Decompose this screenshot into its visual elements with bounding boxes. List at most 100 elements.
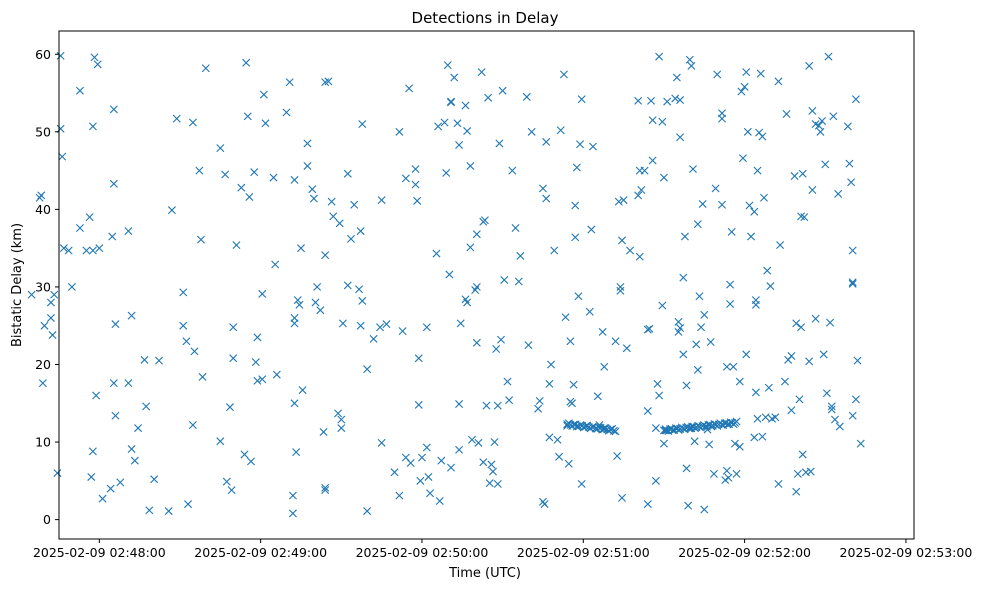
- data-point: [792, 319, 801, 328]
- data-point: [188, 421, 197, 429]
- data-point: [808, 186, 817, 194]
- data-point: [758, 132, 767, 141]
- data-point: [56, 51, 65, 60]
- y-tick-label: 10: [35, 435, 51, 450]
- data-point: [493, 401, 502, 410]
- data-point: [616, 282, 625, 291]
- data-point: [422, 323, 431, 332]
- data-point: [358, 296, 367, 305]
- data-point: [40, 321, 49, 330]
- data-point: [750, 433, 759, 442]
- data-point: [75, 86, 84, 95]
- data-point: [634, 191, 643, 200]
- data-point: [179, 321, 188, 330]
- data-point: [735, 442, 744, 451]
- data-point: [474, 438, 483, 447]
- data-point: [674, 317, 683, 326]
- data-point: [442, 168, 451, 177]
- x-tick-label: 2025-02-09 02:53:00: [840, 545, 973, 560]
- data-point: [416, 476, 425, 485]
- data-point: [417, 453, 426, 462]
- data-point: [298, 386, 307, 395]
- data-point: [574, 292, 583, 301]
- data-point: [740, 82, 749, 91]
- data-point: [358, 120, 367, 129]
- y-tick-label: 60: [35, 47, 51, 62]
- data-point: [790, 172, 799, 181]
- data-point: [616, 286, 625, 295]
- data-point: [182, 337, 191, 346]
- data-point: [422, 443, 431, 452]
- data-point: [222, 477, 231, 486]
- data-point: [382, 320, 391, 329]
- data-point: [288, 491, 297, 500]
- data-point: [751, 388, 760, 397]
- data-point: [405, 84, 414, 93]
- data-point: [466, 161, 475, 170]
- data-point: [555, 452, 564, 461]
- data-point: [435, 497, 444, 505]
- data-point: [566, 337, 575, 346]
- data-point: [808, 106, 817, 115]
- data-point: [437, 456, 446, 465]
- data-point: [761, 413, 770, 422]
- data-point: [453, 119, 462, 128]
- data-point: [805, 357, 814, 366]
- data-point: [75, 224, 84, 232]
- data-point: [472, 282, 481, 291]
- data-point: [229, 323, 238, 332]
- data-point: [718, 109, 727, 118]
- data-point: [480, 216, 489, 225]
- data-point: [787, 406, 796, 415]
- data-point: [450, 73, 459, 82]
- data-point: [343, 281, 352, 290]
- data-point: [493, 479, 502, 488]
- data-point: [329, 212, 338, 221]
- data-point: [109, 105, 118, 114]
- data-point: [726, 300, 735, 308]
- data-point: [568, 399, 576, 408]
- data-point: [485, 479, 494, 488]
- data-point: [598, 327, 607, 336]
- data-point: [142, 402, 151, 411]
- data-point: [516, 251, 525, 260]
- data-point: [290, 175, 299, 184]
- data-point: [106, 484, 115, 493]
- data-point: [440, 118, 449, 127]
- data-point: [782, 109, 791, 118]
- data-point: [269, 173, 278, 182]
- data-point: [377, 196, 386, 205]
- data-point: [195, 166, 204, 175]
- data-point: [722, 466, 731, 475]
- data-point: [272, 370, 281, 379]
- data-point: [472, 230, 481, 239]
- data-point: [196, 235, 205, 244]
- data-point: [645, 324, 654, 333]
- data-point: [108, 232, 117, 241]
- data-point: [124, 227, 133, 236]
- data-point: [747, 232, 756, 241]
- data-point: [216, 144, 225, 153]
- data-point: [271, 260, 280, 269]
- data-point: [713, 70, 722, 79]
- data-point: [338, 319, 347, 328]
- data-point: [216, 437, 225, 446]
- data-point: [443, 61, 452, 70]
- data-point: [593, 392, 602, 401]
- data-point: [797, 323, 806, 332]
- data-point: [37, 191, 46, 200]
- data-point: [827, 405, 836, 414]
- data-point: [316, 306, 325, 315]
- data-point: [258, 289, 267, 298]
- data-point: [561, 313, 570, 322]
- data-point: [251, 358, 260, 367]
- data-point: [550, 246, 559, 255]
- data-point: [690, 437, 699, 446]
- x-tick-label: 2025-02-09 02:52:00: [678, 545, 811, 560]
- data-point: [687, 61, 696, 70]
- data-point: [46, 313, 55, 322]
- data-point: [700, 505, 709, 514]
- data-point: [155, 356, 164, 365]
- track-point: [732, 417, 741, 426]
